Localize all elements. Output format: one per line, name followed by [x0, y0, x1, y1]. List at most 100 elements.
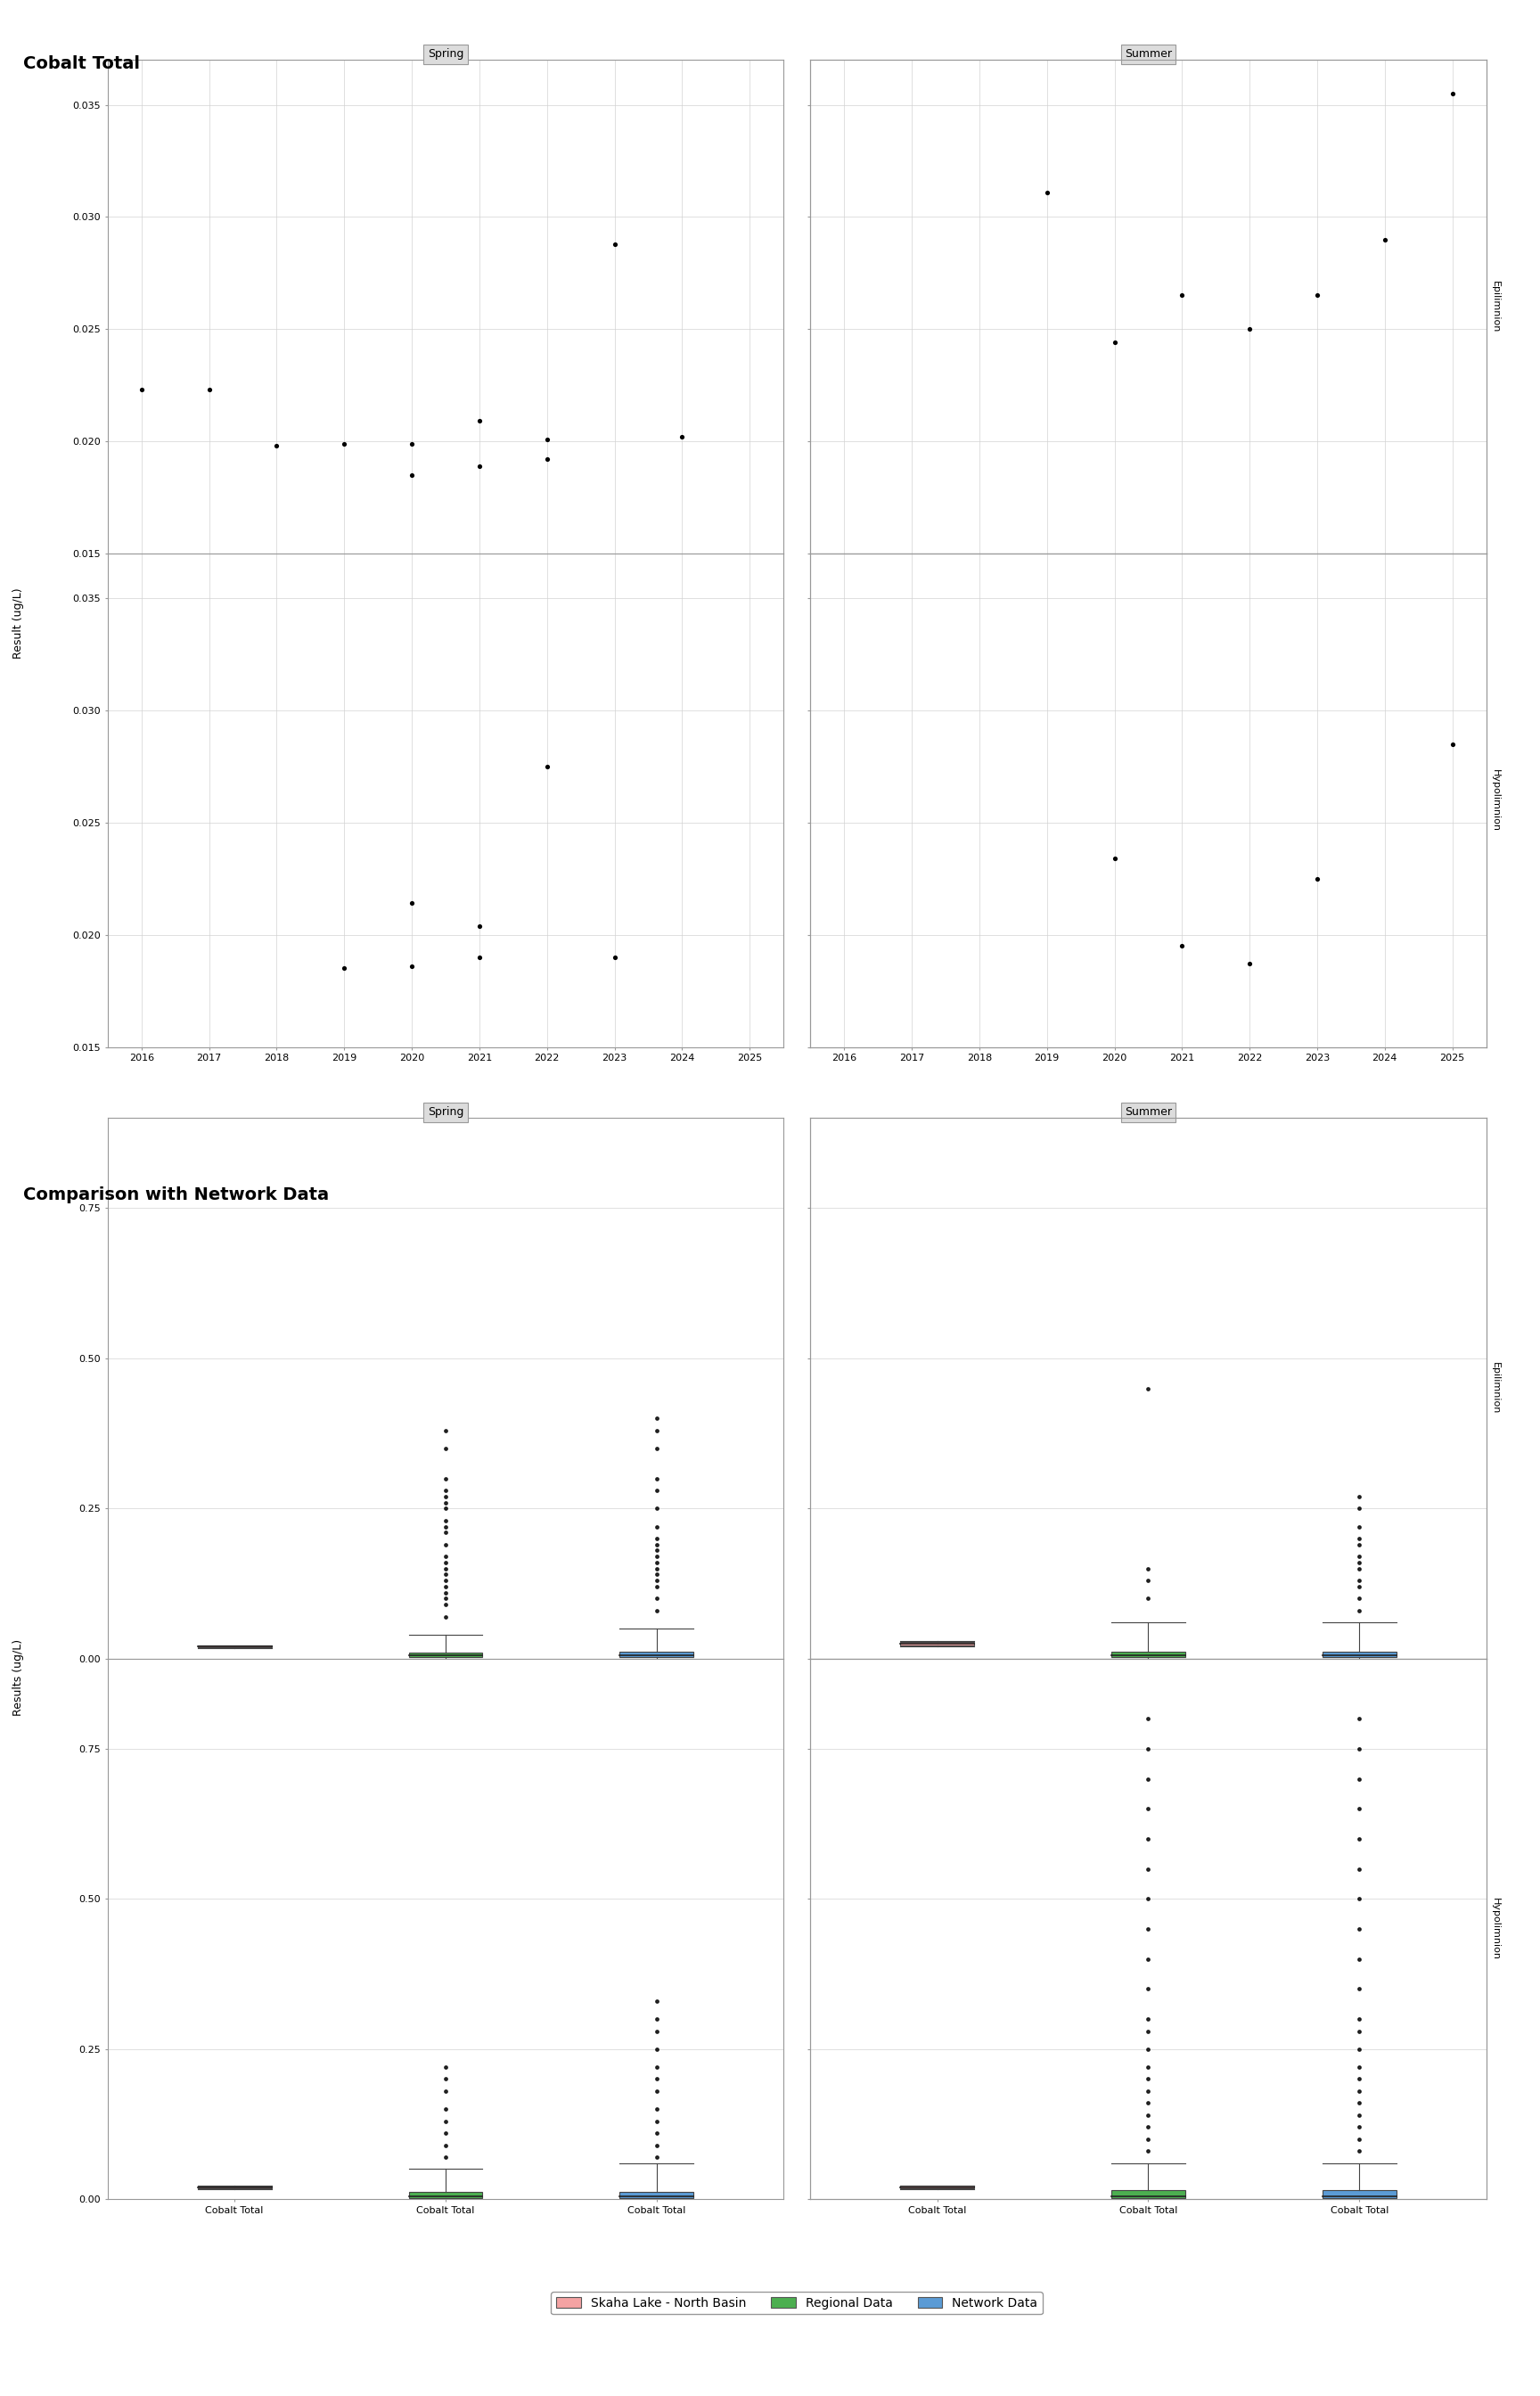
- Point: [644, 1550, 668, 1589]
- Title: Spring: Spring: [428, 48, 464, 60]
- Bar: [408, 2192, 482, 2197]
- Point: [433, 2089, 457, 2128]
- Point: [644, 1490, 668, 1529]
- Point: [1137, 2049, 1161, 2087]
- Point: [670, 417, 695, 455]
- Point: [433, 1502, 457, 1541]
- Point: [1137, 1850, 1161, 1888]
- Point: [433, 1562, 457, 1601]
- Point: [1348, 2001, 1372, 2039]
- Legend: Skaha Lake - North Basin, Regional Data, Network Data: Skaha Lake - North Basin, Regional Data,…: [551, 2293, 1043, 2315]
- Point: [644, 2001, 668, 2039]
- Point: [644, 1411, 668, 1450]
- Point: [1348, 1699, 1372, 1737]
- Y-axis label: Hypolimnion: Hypolimnion: [1491, 1898, 1500, 1960]
- Point: [1137, 1579, 1161, 1617]
- Point: [644, 1519, 668, 1557]
- Bar: [408, 1653, 482, 1658]
- Point: [1348, 2073, 1372, 2111]
- Point: [433, 1411, 457, 1450]
- Point: [644, 2125, 668, 2164]
- Point: [1348, 2108, 1372, 2147]
- Point: [433, 1430, 457, 1469]
- Point: [333, 949, 357, 987]
- Point: [433, 2061, 457, 2099]
- Point: [1137, 2120, 1161, 2159]
- Point: [1348, 1543, 1372, 1581]
- Point: [1348, 1567, 1372, 1605]
- Title: Summer: Summer: [1124, 1107, 1172, 1119]
- Point: [644, 1507, 668, 1545]
- Point: [399, 455, 424, 494]
- Point: [1348, 2049, 1372, 2087]
- Point: [1137, 1970, 1161, 2008]
- Point: [433, 1459, 457, 1498]
- Bar: [1112, 2190, 1186, 2197]
- Point: [1348, 2029, 1372, 2068]
- Point: [1137, 1941, 1161, 1979]
- Bar: [1323, 2190, 1397, 2197]
- Point: [433, 1483, 457, 1521]
- Point: [644, 2101, 668, 2140]
- Point: [1348, 1507, 1372, 1545]
- Point: [644, 1555, 668, 1593]
- Point: [1137, 1819, 1161, 1857]
- Point: [1348, 2061, 1372, 2099]
- Text: Result (ug/L): Result (ug/L): [12, 587, 25, 659]
- Point: [433, 2137, 457, 2176]
- Point: [1348, 1478, 1372, 1517]
- Point: [399, 424, 424, 462]
- Point: [467, 906, 491, 944]
- Point: [433, 2125, 457, 2164]
- Point: [433, 1567, 457, 1605]
- Point: [534, 441, 559, 479]
- Point: [644, 1430, 668, 1469]
- Bar: [619, 1651, 693, 1658]
- Point: [644, 1526, 668, 1565]
- Point: [1440, 74, 1465, 113]
- Point: [1137, 2108, 1161, 2147]
- Point: [433, 2101, 457, 2140]
- Point: [1348, 2120, 1372, 2159]
- Point: [644, 1579, 668, 1617]
- Point: [1348, 1850, 1372, 1888]
- Point: [644, 1591, 668, 1629]
- Point: [644, 1543, 668, 1581]
- Point: [1137, 2061, 1161, 2099]
- Point: [1348, 1881, 1372, 1919]
- Point: [1137, 2132, 1161, 2171]
- Point: [1103, 323, 1127, 362]
- Point: [1348, 1526, 1372, 1565]
- Point: [1348, 1519, 1372, 1557]
- Point: [1348, 1970, 1372, 2008]
- Bar: [1112, 1651, 1186, 1658]
- Point: [1348, 1591, 1372, 1629]
- Point: [644, 1399, 668, 1438]
- Point: [1440, 726, 1465, 764]
- Point: [433, 1471, 457, 1509]
- Point: [1137, 1910, 1161, 1948]
- Point: [433, 1526, 457, 1565]
- Point: [433, 1586, 457, 1624]
- Text: Cobalt Total: Cobalt Total: [23, 55, 140, 72]
- Point: [1348, 2096, 1372, 2135]
- Point: [1137, 2029, 1161, 2068]
- Point: [644, 1562, 668, 1601]
- Bar: [901, 1641, 975, 1646]
- Point: [1348, 1790, 1372, 1828]
- Point: [1348, 1819, 1372, 1857]
- Point: [399, 884, 424, 922]
- Point: [467, 403, 491, 441]
- Point: [644, 2137, 668, 2176]
- Point: [644, 2029, 668, 2068]
- Y-axis label: Epilimnion: Epilimnion: [1491, 280, 1500, 333]
- Point: [1348, 1538, 1372, 1577]
- Point: [433, 2073, 457, 2111]
- Point: [1137, 2073, 1161, 2111]
- Point: [433, 1579, 457, 1617]
- Point: [1137, 1881, 1161, 1919]
- Bar: [1323, 1651, 1397, 1658]
- Point: [1348, 1562, 1372, 1601]
- Point: [644, 1471, 668, 1509]
- Point: [644, 1531, 668, 1569]
